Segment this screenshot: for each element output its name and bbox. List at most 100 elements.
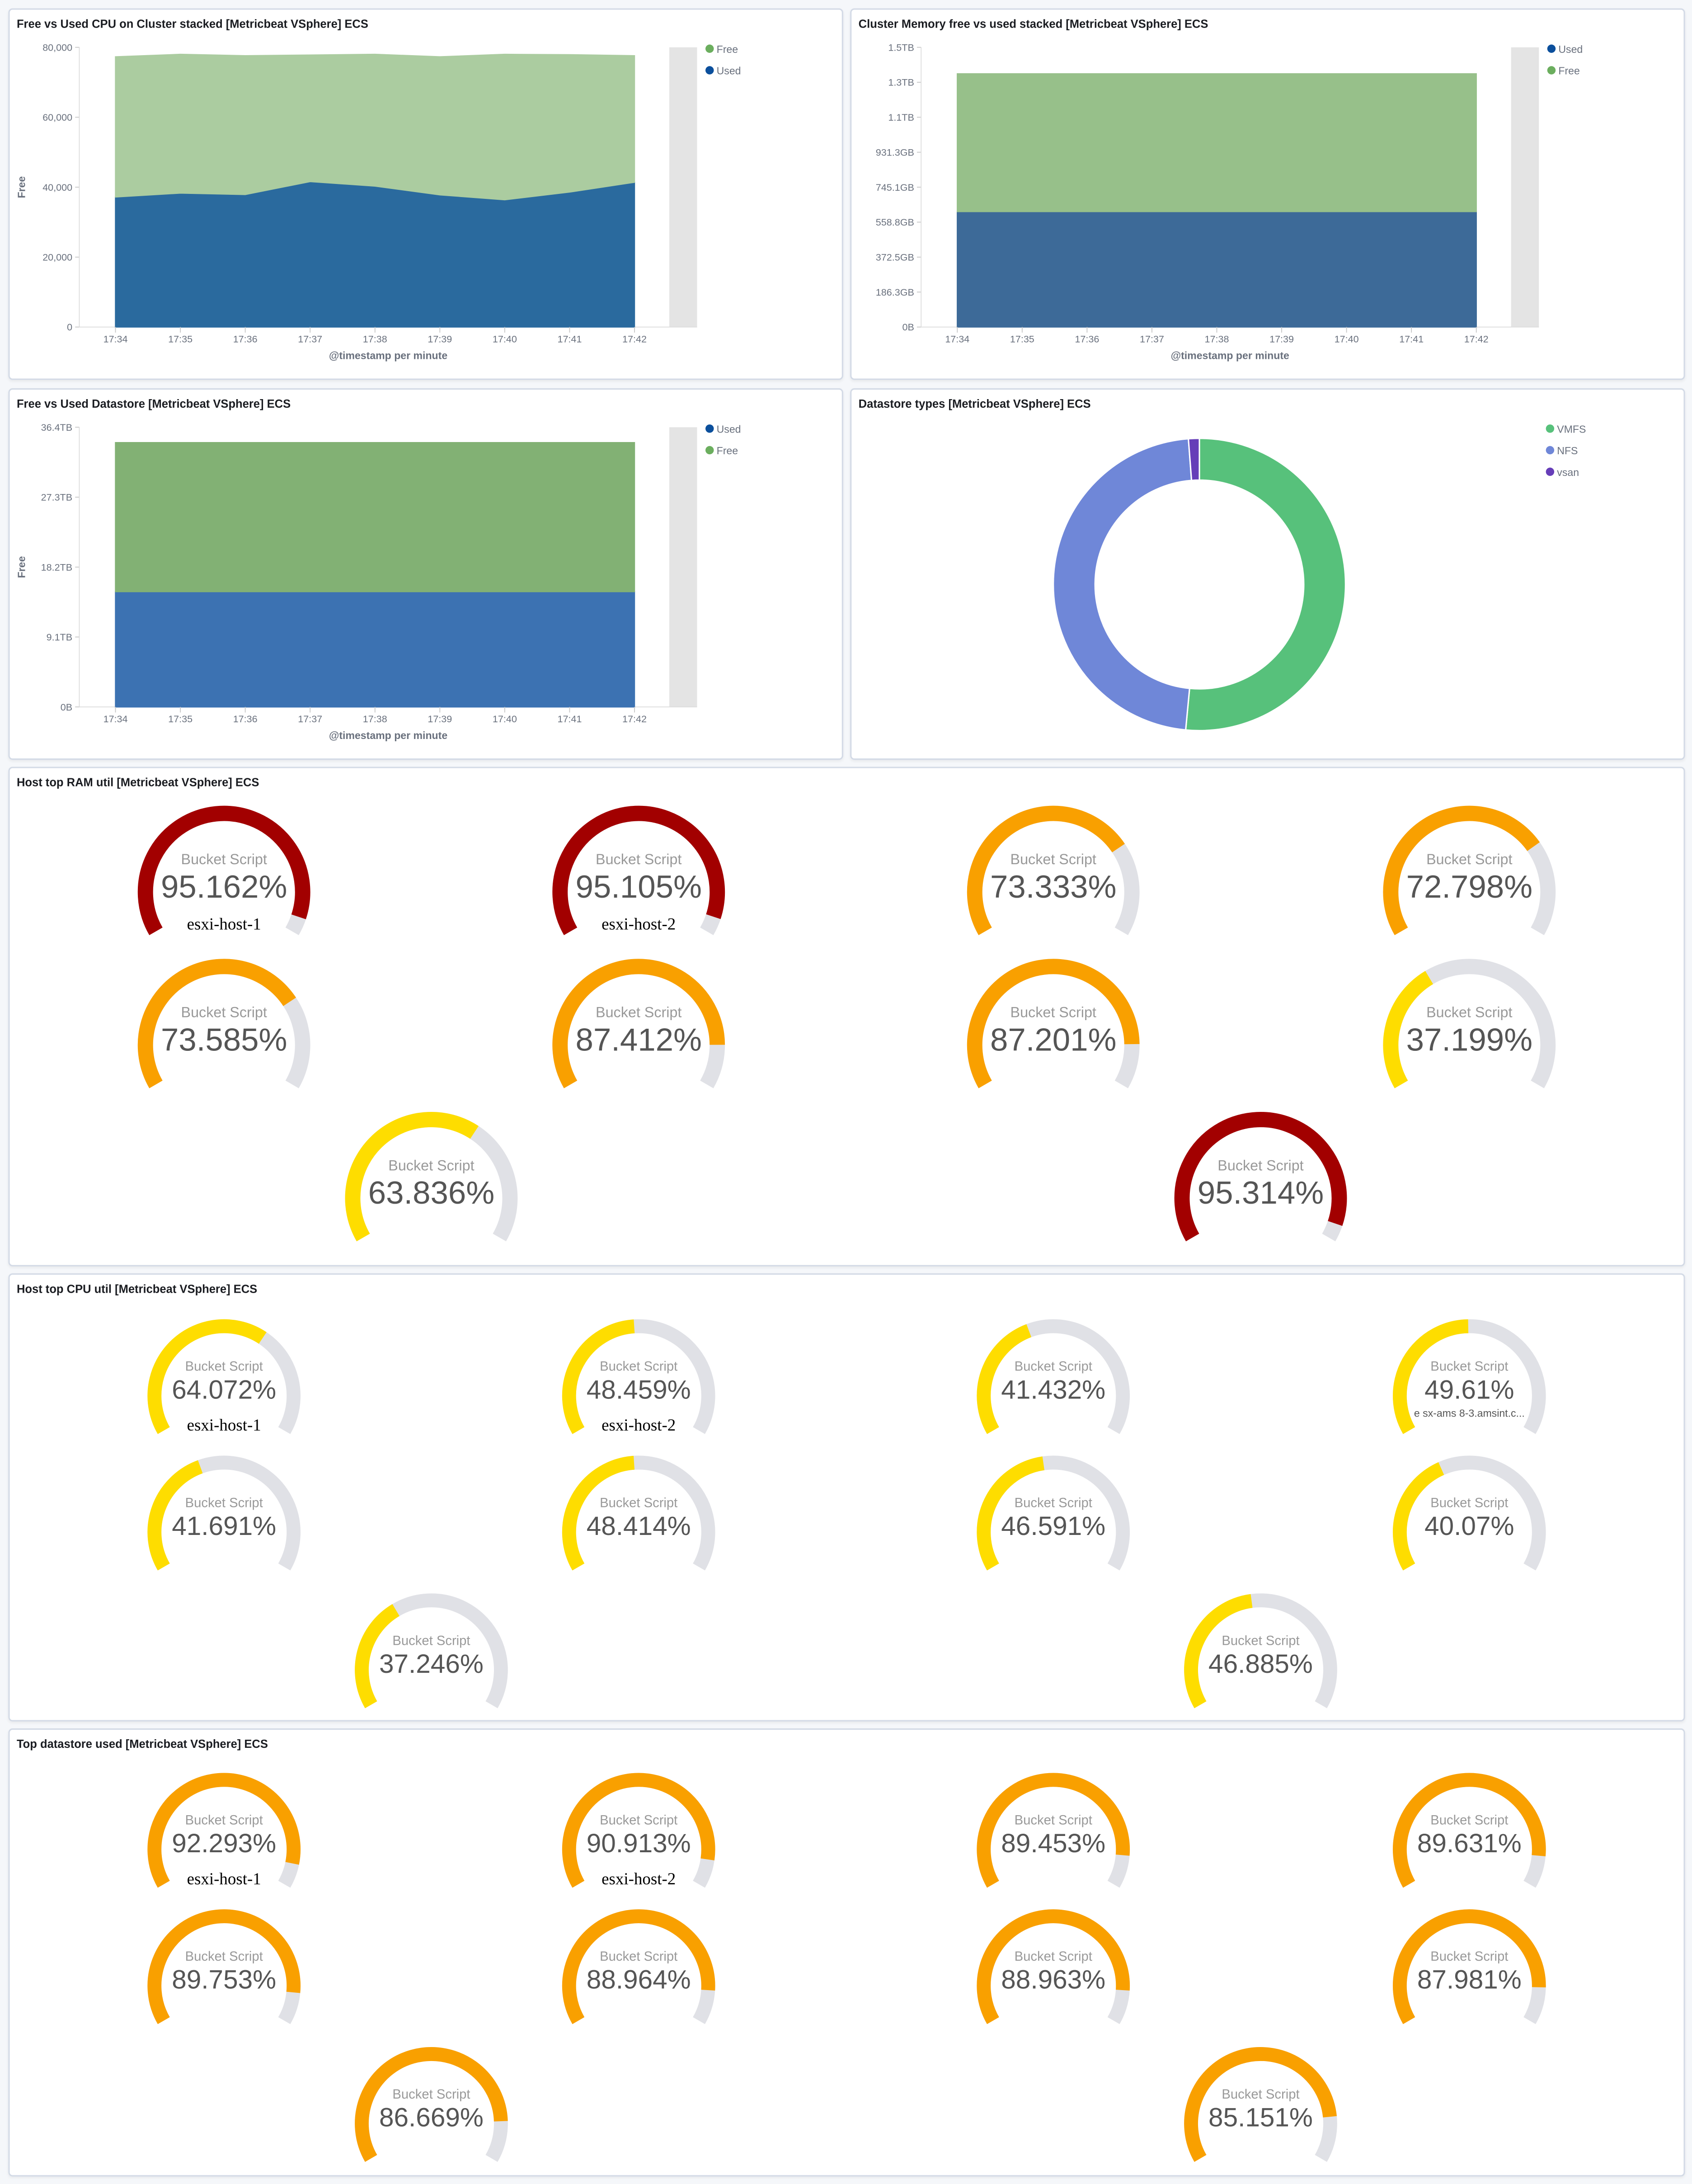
legend-dot-icon — [705, 66, 714, 75]
gauge[interactable]: Bucket Script 92.293% esxi-host-1 — [147, 1773, 301, 1888]
gauge-value: 88.964% — [587, 1965, 691, 1995]
gauge-metric-label: Bucket Script — [185, 1360, 263, 1374]
y-tick-label: 931.3GB — [876, 146, 914, 158]
gauge[interactable]: Bucket Script 89.453% — [977, 1773, 1130, 1888]
gauge-fill — [1392, 1773, 1546, 1888]
gauge-metric-label: Bucket Script — [1010, 1004, 1096, 1021]
gauge[interactable]: Bucket Script 90.913% esxi-host-2 — [562, 1773, 715, 1888]
legend-item-used[interactable]: Used — [1547, 43, 1583, 55]
legend-dot-icon — [1546, 467, 1555, 476]
gauge-value: 48.459% — [587, 1375, 691, 1404]
gauge-fill — [1393, 1462, 1444, 1571]
gauge-metric-label: Bucket Script — [181, 851, 267, 867]
panel-title: Host top RAM util [Metricbeat VSphere] E… — [16, 775, 259, 789]
gauge[interactable]: Bucket Script 73.333% — [967, 805, 1140, 935]
legend-item-vsan[interactable]: vsan — [1546, 466, 1579, 478]
gauge-fill — [1174, 1112, 1347, 1242]
x-tick-label: 17:40 — [493, 333, 517, 344]
legend-area-bg — [1511, 47, 1539, 327]
gauge-fill — [355, 1604, 400, 1709]
x-tick-label: 17:38 — [363, 713, 387, 725]
legend-item-nfs[interactable]: NFS — [1546, 445, 1578, 457]
gauge-fill — [967, 959, 1140, 1088]
gauge-value: 41.691% — [172, 1511, 276, 1541]
gauge-value: 72.798% — [1406, 869, 1533, 905]
datastore-types-donut: VMFS NFS vsan — [1053, 424, 1586, 731]
legend-label: vsan — [1557, 466, 1579, 478]
gauge-fill — [562, 1909, 715, 2024]
gauge[interactable]: Bucket Script 95.162% esxi-host-1 — [137, 805, 310, 935]
gauge-metric-label: Bucket Script — [388, 1157, 474, 1173]
gauge-fill — [562, 1455, 635, 1571]
gauge-fill — [147, 1773, 301, 1888]
legend-item-free[interactable]: Free — [705, 43, 738, 55]
gauge[interactable]: Bucket Script 72.798% — [1383, 805, 1556, 935]
x-tick-label: 17:42 — [622, 333, 647, 344]
panel-title: Free vs Used CPU on Cluster stacked [Met… — [16, 16, 368, 31]
gauge-value: 48.414% — [587, 1511, 691, 1541]
legend-label: Free — [717, 43, 738, 55]
legend-item-used[interactable]: Used — [705, 424, 741, 435]
legend-item-free[interactable]: Free — [1547, 65, 1580, 77]
y-tick-label: 745.1GB — [876, 182, 914, 193]
gauge[interactable]: Bucket Script 95.105% esxi-host-2 — [552, 805, 725, 935]
donut-slice-vsan[interactable] — [1188, 438, 1200, 481]
gauge-value: 95.162% — [161, 869, 287, 905]
legend-item-free[interactable]: Free — [705, 445, 738, 457]
legend-dot-icon — [705, 44, 714, 53]
legend-item-vmfs[interactable]: VMFS — [1546, 424, 1586, 435]
x-tick-label: 17:41 — [557, 713, 582, 725]
x-tick-label: 17:41 — [1399, 333, 1424, 344]
x-tick-label: 17:38 — [1205, 333, 1229, 344]
y-tick-label: 0B — [902, 321, 914, 333]
y-tick-label: 40,000 — [42, 182, 72, 193]
gauge[interactable]: Bucket Script 95.314% — [1174, 1112, 1347, 1242]
gauge-metric-label: Bucket Script — [185, 1496, 263, 1510]
y-tick-label: 36.4TB — [41, 422, 72, 433]
y-tick-label: 1.1TB — [888, 112, 914, 123]
y-tick-label: 1.5TB — [888, 42, 914, 53]
legend-item-used[interactable]: Used — [705, 65, 741, 77]
gauge-host-label: esxi-host-2 — [602, 1416, 676, 1434]
gauge-fill — [147, 1909, 301, 2024]
gauge-fill — [552, 805, 725, 935]
gauge-metric-label: Bucket Script — [1015, 1496, 1092, 1510]
gauge-host-label: esxi-host-2 — [602, 915, 676, 933]
gauge-metric-label: Bucket Script — [392, 1633, 470, 1648]
donut-slice-vmfs[interactable] — [1184, 438, 1346, 731]
legend-dot-icon — [1547, 66, 1556, 75]
gauge-value: 49.61% — [1424, 1375, 1514, 1404]
x-tick-label: 17:42 — [622, 713, 647, 725]
gauge-value: 73.585% — [161, 1022, 287, 1058]
x-tick-label: 17:39 — [1269, 333, 1294, 344]
gauge[interactable]: Bucket Script 63.836% — [345, 1112, 518, 1242]
gauge-metric-label: Bucket Script — [596, 1004, 682, 1021]
donut-slice-nfs[interactable] — [1053, 438, 1193, 731]
gauge-value: 85.151% — [1208, 2103, 1313, 2132]
gauge[interactable]: Bucket Script 89.631% — [1392, 1773, 1546, 1888]
x-tick-label: 17:38 — [363, 333, 387, 344]
gauge-metric-label: Bucket Script — [600, 1813, 677, 1827]
area-series-free — [957, 73, 1477, 212]
